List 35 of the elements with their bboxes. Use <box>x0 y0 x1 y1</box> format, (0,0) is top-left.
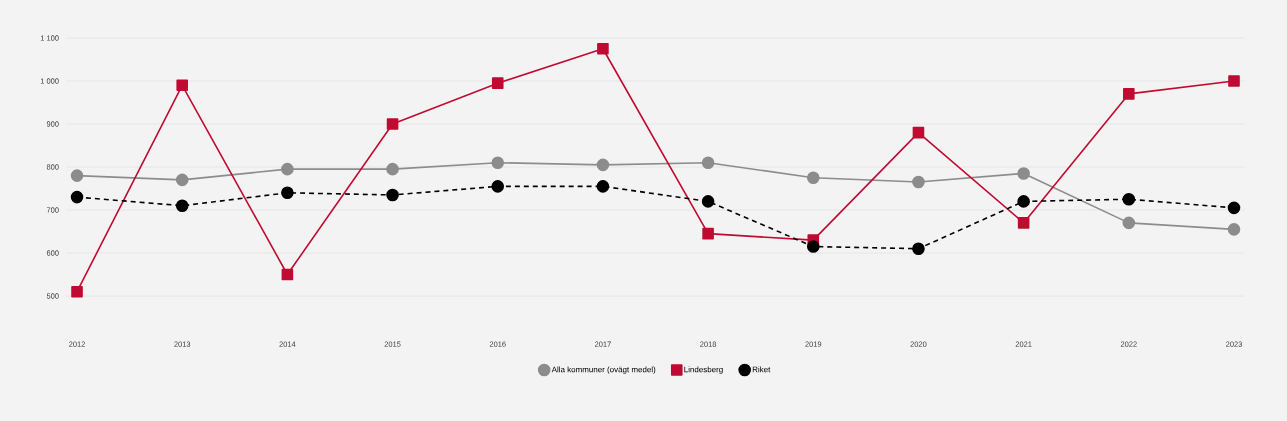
point <box>281 162 294 176</box>
point <box>912 242 925 255</box>
point <box>70 169 84 182</box>
point <box>491 77 504 89</box>
point <box>912 126 925 139</box>
point <box>806 171 820 185</box>
point <box>597 42 609 55</box>
point <box>1122 192 1136 206</box>
point <box>491 180 505 193</box>
point <box>1017 217 1030 229</box>
point <box>1122 216 1136 230</box>
point <box>386 118 399 130</box>
point <box>1228 75 1240 87</box>
point <box>701 195 715 208</box>
point <box>806 240 820 253</box>
point <box>175 199 189 212</box>
point <box>596 158 610 172</box>
point <box>491 156 505 169</box>
point <box>1227 223 1241 236</box>
point <box>1017 167 1030 180</box>
point <box>281 268 294 281</box>
point <box>1123 88 1135 100</box>
point <box>70 190 84 204</box>
point <box>281 186 294 200</box>
point <box>1227 201 1241 215</box>
point <box>701 156 715 169</box>
point <box>702 227 714 240</box>
point <box>176 79 188 92</box>
point <box>912 175 925 189</box>
point <box>386 162 399 176</box>
point <box>71 285 83 298</box>
point <box>1017 195 1030 208</box>
point <box>386 188 399 202</box>
point <box>596 180 610 193</box>
point <box>175 173 189 187</box>
